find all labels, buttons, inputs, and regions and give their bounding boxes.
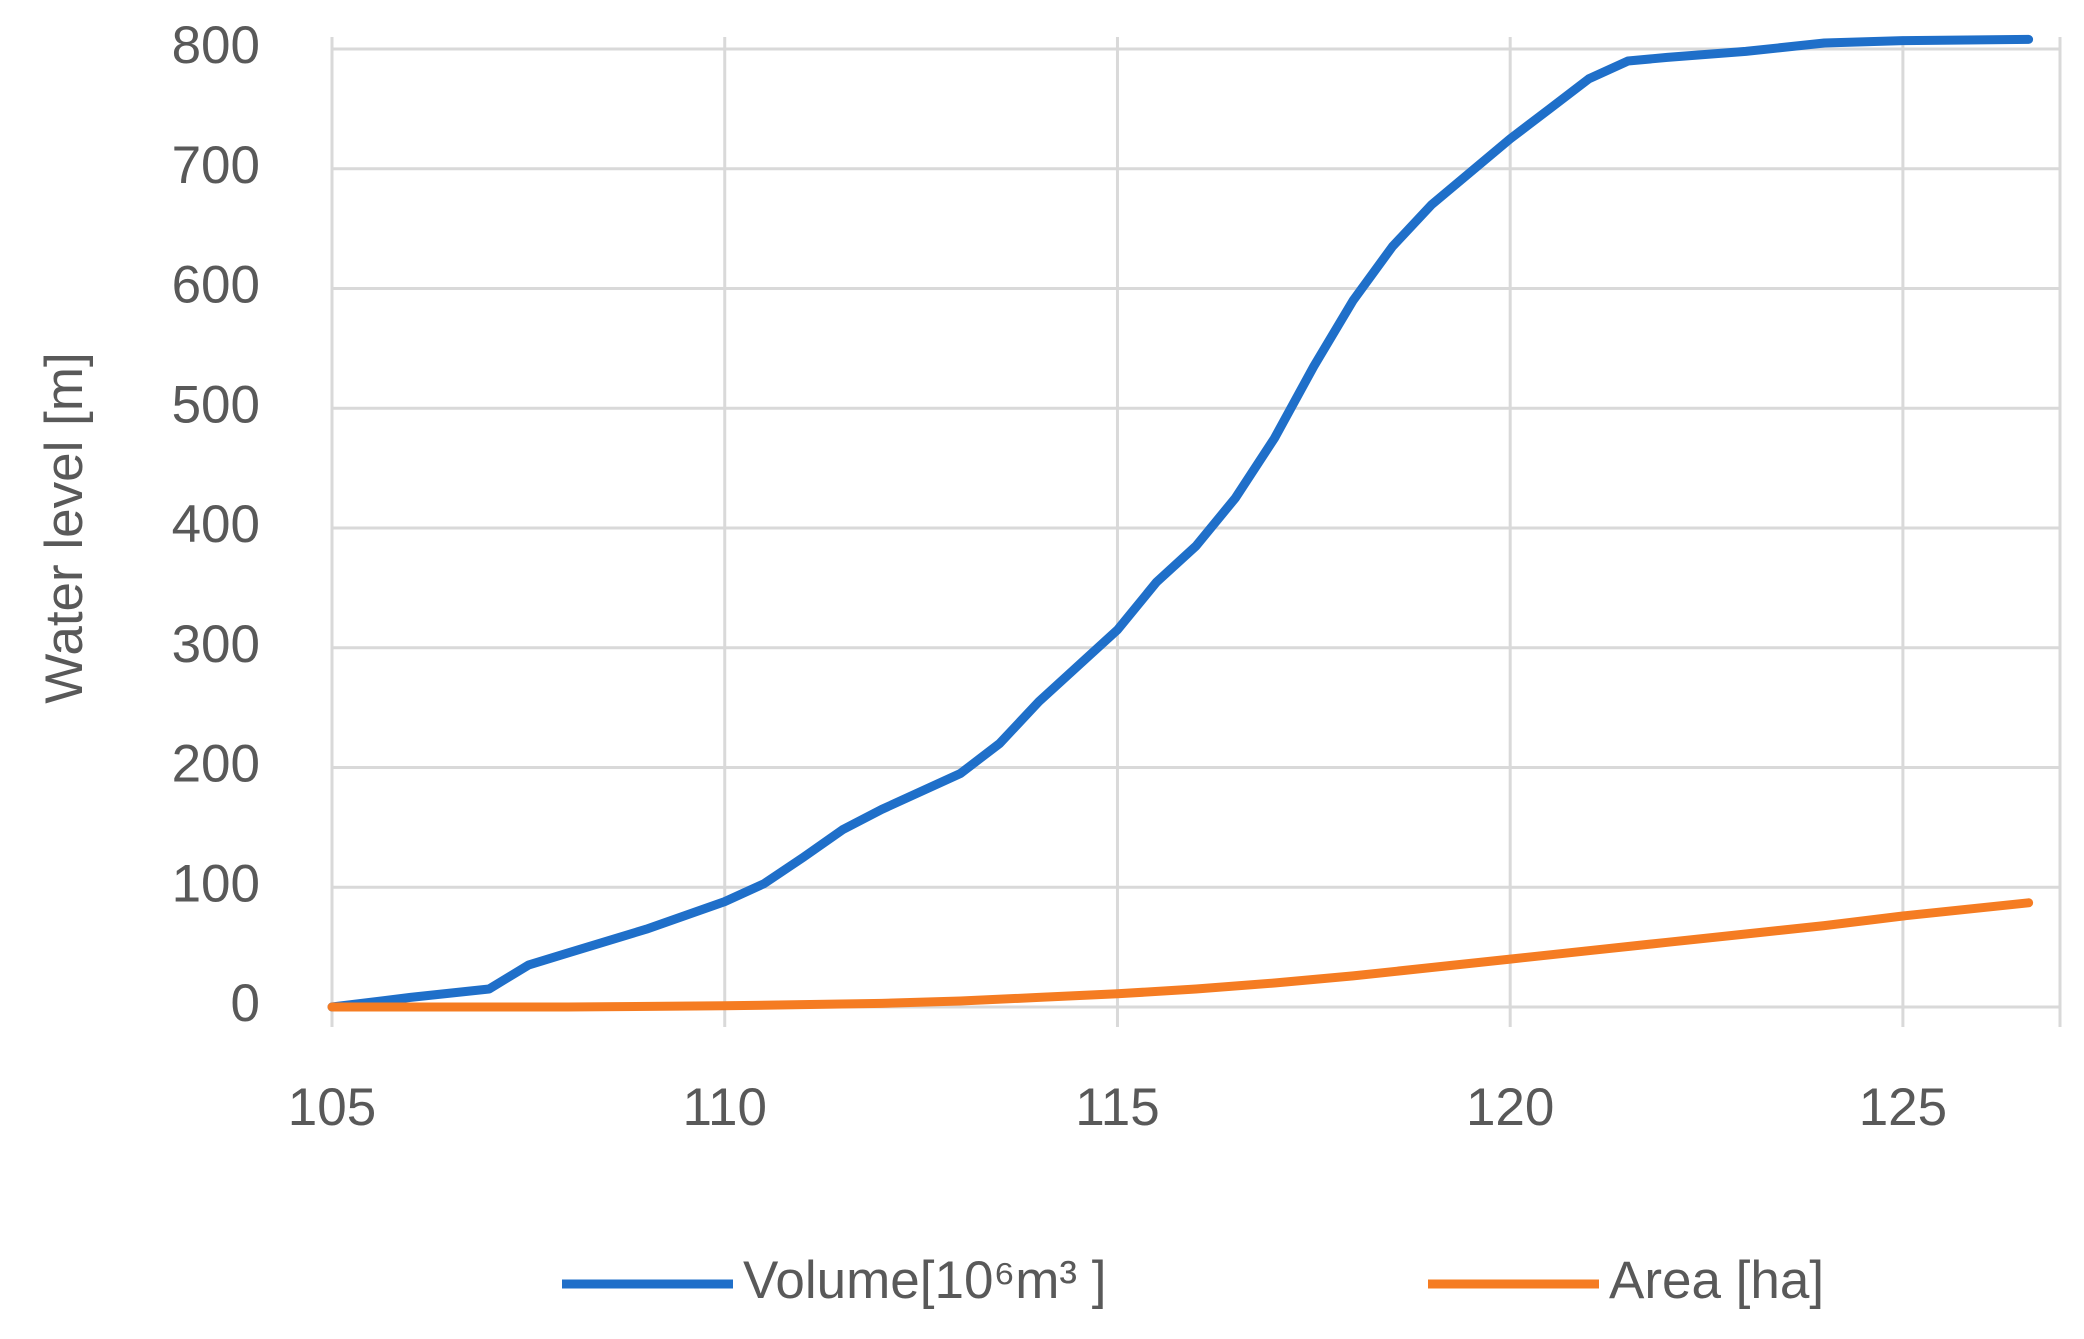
- y-tick-label: 500: [172, 375, 260, 434]
- x-tick-label: 115: [1075, 1078, 1160, 1137]
- y-tick-label: 300: [172, 615, 260, 674]
- data-line: [327, 898, 2034, 1012]
- x-tick-label: 110: [682, 1078, 767, 1137]
- y-tick-label: 800: [172, 16, 260, 75]
- y-tick-label: 400: [172, 495, 260, 554]
- data-line: [327, 34, 2034, 1012]
- y-tick-label: 0: [231, 974, 260, 1033]
- y-axis-label: Water level [m]: [35, 352, 94, 703]
- y-tick-label: 200: [172, 735, 260, 794]
- y-tick-label: 600: [172, 256, 260, 315]
- y-tick-label: 100: [172, 854, 260, 913]
- legend-label: Volume[10⁶m³ ]: [743, 1251, 1107, 1310]
- x-tick-label: 125: [1859, 1078, 1947, 1137]
- y-tick-label: 700: [172, 136, 260, 195]
- x-tick-label: 105: [288, 1078, 376, 1137]
- x-tick-label: 120: [1466, 1078, 1554, 1137]
- legend-label: Area [ha]: [1609, 1251, 1824, 1310]
